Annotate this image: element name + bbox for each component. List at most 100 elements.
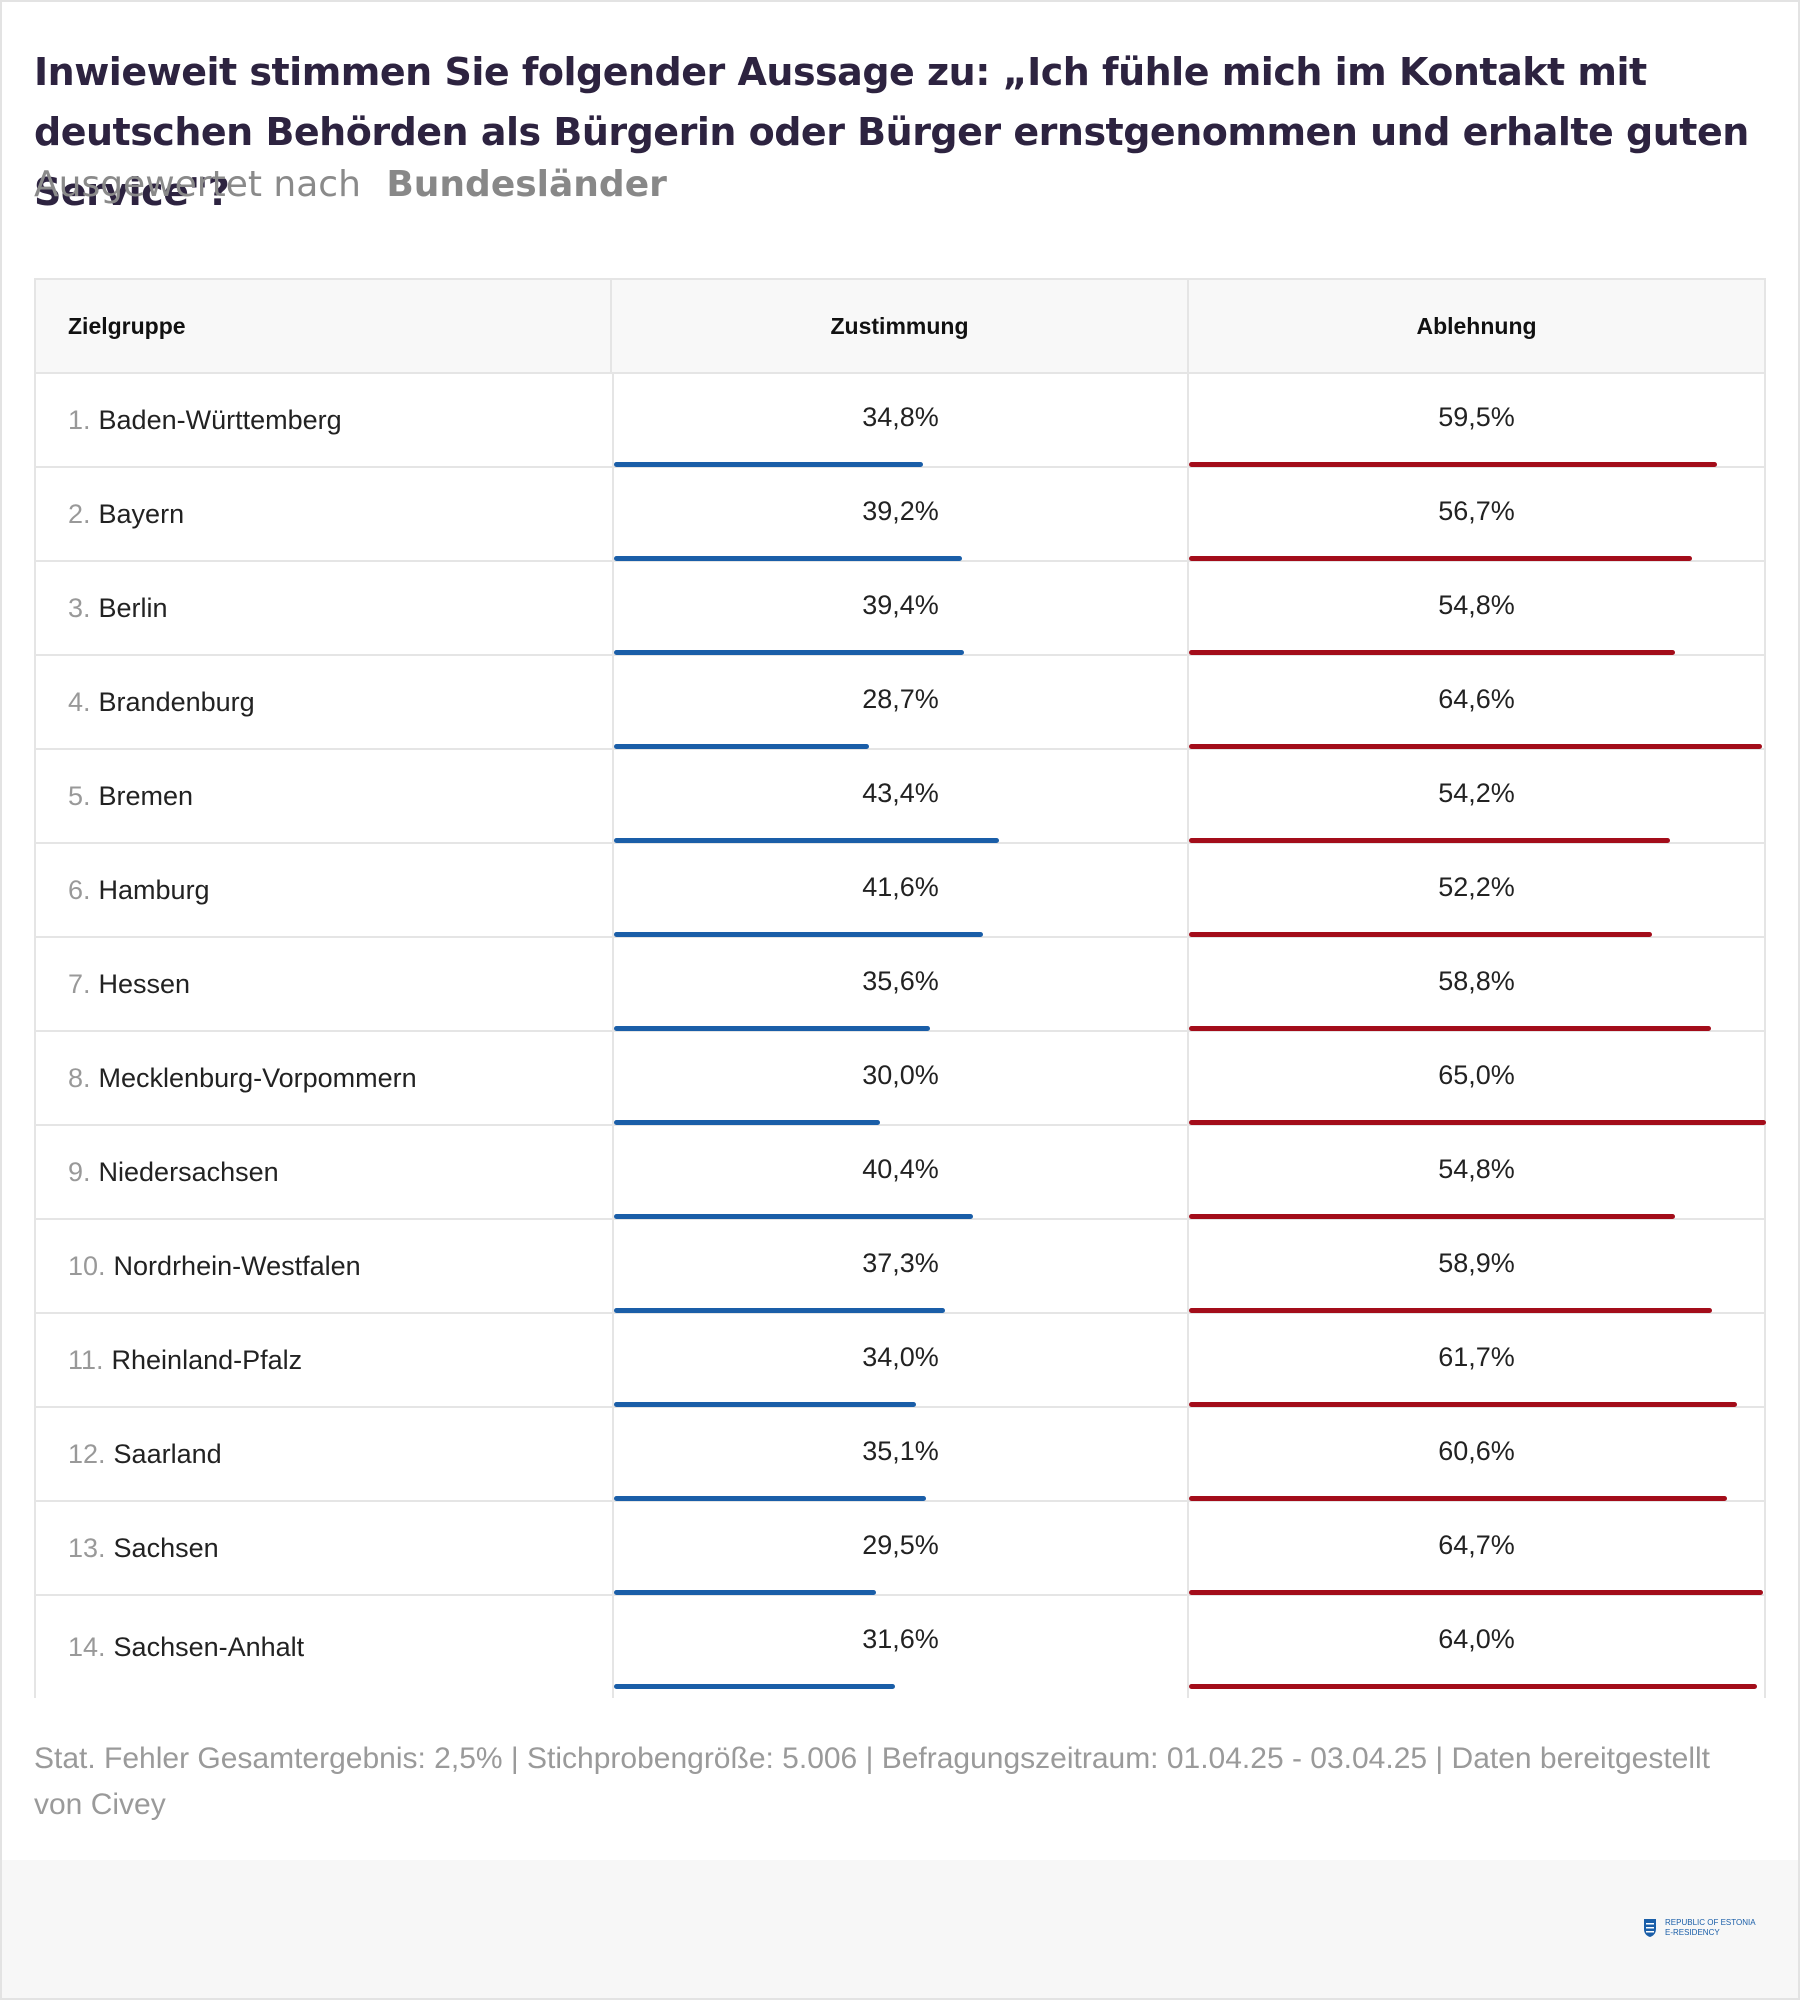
- chart-title: Inwieweit stimmen Sie folgender Aussage …: [34, 50, 1749, 214]
- agree-bar: [614, 1120, 880, 1125]
- agree-bar: [614, 838, 999, 843]
- agree-cell: 35,1%: [612, 1408, 1189, 1501]
- agree-bar: [614, 1026, 930, 1031]
- row-name: Sachsen: [113, 1532, 219, 1563]
- row-label: 11. Rheinland-Pfalz: [36, 1314, 612, 1406]
- row-rank: 1.: [68, 404, 91, 435]
- subtitle-group[interactable]: Bundesländer: [386, 164, 667, 205]
- row-rank: 8.: [68, 1062, 91, 1093]
- row-label: 3. Berlin: [36, 562, 612, 654]
- agree-bar: [614, 1214, 973, 1219]
- row-name: Sachsen-Anhalt: [113, 1631, 305, 1662]
- row-label: 14. Sachsen-Anhalt: [36, 1596, 612, 1698]
- agree-cell: 31,6%: [612, 1596, 1189, 1698]
- disagree-value-label: 64,6%: [1438, 684, 1515, 714]
- agree-bar: [614, 744, 869, 749]
- row-label: 2. Bayern: [36, 468, 612, 560]
- disagree-value-label: 61,7%: [1438, 1342, 1515, 1372]
- disagree-cell: 58,8%: [1189, 938, 1764, 1031]
- chart-subtitle: Ausgewertet nach Bundesländer: [34, 164, 667, 205]
- table-row: 11. Rheinland-Pfalz 34,0% 61,7%: [36, 1314, 1764, 1408]
- row-name: Niedersachsen: [98, 1156, 279, 1187]
- disagree-cell: 61,7%: [1189, 1314, 1764, 1407]
- agree-bar: [614, 1308, 945, 1313]
- disagree-bar: [1189, 1496, 1727, 1501]
- disagree-cell: 54,2%: [1189, 750, 1764, 843]
- agree-value-label: 41,6%: [862, 872, 939, 902]
- disagree-value-label: 54,8%: [1438, 1154, 1515, 1184]
- table-header: Zielgruppe Zustimmung Ablehnung: [36, 280, 1764, 374]
- header-zustimmung[interactable]: Zustimmung: [612, 280, 1189, 372]
- disagree-cell: 65,0%: [1189, 1032, 1766, 1125]
- disagree-bar: [1189, 1214, 1675, 1219]
- disagree-bar: [1189, 1590, 1763, 1595]
- row-name: Brandenburg: [98, 686, 255, 717]
- row-name: Rheinland-Pfalz: [111, 1344, 303, 1375]
- disagree-value-label: 64,7%: [1438, 1530, 1515, 1560]
- disagree-value-label: 54,8%: [1438, 590, 1515, 620]
- disagree-bar: [1189, 1402, 1737, 1407]
- agree-bar: [614, 932, 983, 937]
- row-rank: 7.: [68, 968, 91, 999]
- agree-cell: 30,0%: [612, 1032, 1189, 1125]
- agree-cell: 40,4%: [612, 1126, 1189, 1219]
- disagree-bar: [1189, 1684, 1757, 1689]
- results-table: Zielgruppe Zustimmung Ablehnung 1. Baden-…: [34, 278, 1766, 1698]
- logo-line-2: E-RESIDENCY: [1665, 1928, 1720, 1937]
- disagree-cell: 56,7%: [1189, 468, 1764, 561]
- disagree-bar: [1189, 462, 1717, 467]
- agree-cell: 39,4%: [612, 562, 1189, 655]
- agree-value-label: 39,2%: [862, 496, 939, 526]
- agree-cell: 28,7%: [612, 656, 1189, 749]
- agree-bar: [614, 462, 923, 467]
- agree-value-label: 29,5%: [862, 1530, 939, 1560]
- row-label: 1. Baden-Württemberg: [36, 374, 612, 466]
- agree-value-label: 43,4%: [862, 778, 939, 808]
- table-row: 3. Berlin 39,4% 54,8%: [36, 562, 1764, 656]
- row-rank: 6.: [68, 874, 91, 905]
- row-name: Hessen: [98, 968, 191, 999]
- disagree-cell: 64,0%: [1189, 1596, 1764, 1698]
- header-zielgruppe[interactable]: Zielgruppe: [36, 280, 612, 372]
- table-row: 6. Hamburg 41,6% 52,2%: [36, 844, 1764, 938]
- row-rank: 5.: [68, 780, 91, 811]
- row-name: Saarland: [113, 1438, 222, 1469]
- disagree-cell: 54,8%: [1189, 562, 1764, 655]
- disagree-cell: 64,6%: [1189, 656, 1764, 749]
- agree-value-label: 34,8%: [862, 402, 939, 432]
- table-row: 7. Hessen 35,6% 58,8%: [36, 938, 1764, 1032]
- e-residency-logo[interactable]: REPUBLIC OF ESTONIA E-RESIDENCY: [1643, 1918, 1756, 1938]
- disagree-bar: [1189, 1308, 1712, 1313]
- agree-value-label: 28,7%: [862, 684, 939, 714]
- agree-value-label: 39,4%: [862, 590, 939, 620]
- header-ablehnung[interactable]: Ablehnung: [1416, 312, 1537, 339]
- agree-cell: 29,5%: [612, 1502, 1189, 1595]
- disagree-cell: 59,5%: [1189, 374, 1764, 467]
- row-name: Hamburg: [98, 874, 210, 905]
- row-label: 7. Hessen: [36, 938, 612, 1030]
- disagree-value-label: 58,8%: [1438, 966, 1515, 996]
- row-rank: 2.: [68, 498, 91, 529]
- row-rank: 12.: [68, 1438, 106, 1469]
- disagree-value-label: 59,5%: [1438, 402, 1515, 432]
- disagree-bar: [1189, 932, 1652, 937]
- agree-value-label: 34,0%: [862, 1342, 939, 1372]
- agree-bar: [614, 1496, 926, 1501]
- footer-bar: [2, 1860, 1798, 1998]
- row-rank: 10.: [68, 1250, 106, 1281]
- row-rank: 13.: [68, 1532, 106, 1563]
- row-name: Baden-Württemberg: [98, 404, 342, 435]
- row-label: 13. Sachsen: [36, 1502, 612, 1594]
- table-row: 4. Brandenburg 28,7% 64,6%: [36, 656, 1764, 750]
- row-label: 12. Saarland: [36, 1408, 612, 1500]
- footer-note: Stat. Fehler Gesamtergebnis: 2,5% | Stic…: [34, 1742, 1711, 1821]
- agree-cell: 37,3%: [612, 1220, 1189, 1313]
- agree-value-label: 31,6%: [862, 1624, 939, 1654]
- logo-line-1: REPUBLIC OF ESTONIA: [1665, 1918, 1756, 1927]
- agree-bar: [614, 650, 964, 655]
- row-label: 4. Brandenburg: [36, 656, 612, 748]
- table-row: 1. Baden-Württemberg 34,8% 59,5%: [36, 374, 1764, 468]
- agree-cell: 43,4%: [612, 750, 1189, 843]
- disagree-value-label: 60,6%: [1438, 1436, 1515, 1466]
